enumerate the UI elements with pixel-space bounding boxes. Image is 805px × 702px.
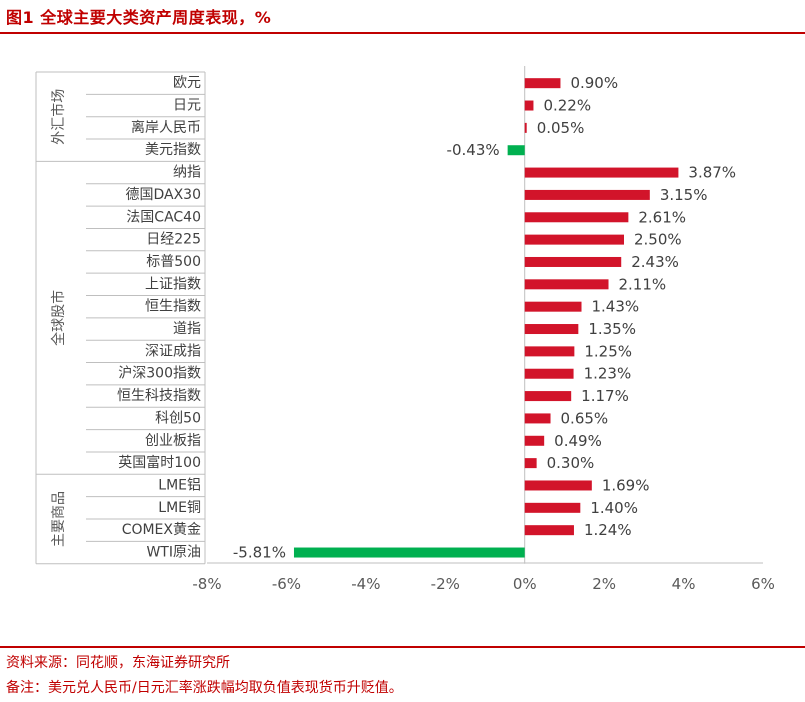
value-label: 1.25% [584, 342, 632, 360]
category-label: 日经225 [146, 232, 201, 248]
group-label: 外汇市场 [50, 89, 67, 145]
value-label: 1.17% [581, 387, 629, 405]
x-tick-label: -6% [272, 575, 301, 593]
x-tick-label: -4% [351, 575, 380, 593]
bar [524, 346, 575, 357]
x-tick-label: 0% [513, 575, 537, 593]
x-tick-label: -2% [431, 575, 460, 593]
value-label: 0.49% [554, 432, 602, 450]
value-label: 0.65% [561, 409, 609, 427]
category-label: 道指 [173, 321, 201, 337]
bar [524, 435, 545, 446]
figure-title: 图1 全球主要大类资产周度表现，% [6, 8, 272, 27]
x-tick-label: 6% [751, 575, 775, 593]
value-label: 3.87% [688, 164, 736, 182]
value-label: 1.23% [584, 365, 632, 383]
value-label: 0.05% [537, 119, 585, 137]
category-label: 纳指 [173, 165, 201, 181]
bar [524, 279, 609, 290]
value-label: -0.43% [447, 141, 500, 159]
category-label: 恒生指数 [145, 299, 201, 315]
bar [524, 413, 551, 424]
category-label: COMEX黄金 [122, 521, 201, 538]
value-label: 2.11% [619, 275, 667, 293]
bar [524, 502, 581, 513]
category-label: 美元指数 [145, 142, 201, 158]
value-label: 1.24% [584, 521, 632, 539]
value-label: 0.30% [547, 454, 595, 472]
category-label: 上证指数 [145, 276, 201, 292]
bar [524, 256, 622, 267]
bar [524, 122, 527, 133]
category-label: 恒生科技指数 [117, 388, 201, 404]
category-label: 深证成指 [145, 343, 201, 359]
x-tick-label: -8% [192, 575, 221, 593]
value-label: 0.90% [570, 74, 618, 92]
value-label: 2.50% [634, 231, 682, 249]
value-label: -5.81% [233, 544, 286, 562]
category-label: 科创50 [155, 410, 201, 426]
category-label: 创业板指 [145, 433, 201, 449]
value-label: 1.43% [592, 298, 640, 316]
source-note: 资料来源：同花顺，东海证券研究所 [6, 655, 230, 671]
bar [524, 212, 629, 223]
bar [524, 458, 537, 469]
x-tick-label: 4% [672, 575, 696, 593]
value-label: 3.15% [660, 186, 708, 204]
value-label: 2.43% [631, 253, 679, 271]
value-label: 1.69% [602, 476, 650, 494]
bar [524, 301, 582, 312]
bar [524, 78, 561, 89]
category-label: WTI原油 [146, 545, 201, 561]
category-label: LME铜 [158, 500, 201, 516]
bar [524, 234, 624, 245]
category-label: 日元 [173, 98, 201, 114]
bar [524, 368, 574, 379]
category-label: 德国DAX30 [125, 187, 201, 203]
category-label: LME铝 [158, 477, 201, 493]
value-label: 0.22% [543, 97, 591, 115]
footer-rule [0, 646, 805, 648]
remark-note: 备注：美元兑人民币/日元汇率涨跌幅均取负值表现货币升贬值。 [6, 680, 403, 696]
category-label: 英国富时100 [118, 454, 201, 471]
category-label: 欧元 [173, 75, 201, 91]
bar [524, 189, 650, 200]
bar [524, 391, 572, 402]
x-tick-label: 2% [592, 575, 616, 593]
category-label: 法国CAC40 [126, 209, 201, 225]
bar [524, 480, 592, 491]
value-label: 1.35% [588, 320, 636, 338]
category-label: 沪深300指数 [118, 366, 201, 382]
bar [524, 324, 579, 335]
value-label: 1.40% [590, 499, 638, 517]
group-label: 全球股市 [50, 290, 67, 346]
bar [524, 100, 534, 111]
category-label: 离岸人民币 [131, 119, 201, 136]
group-label: 主要商品 [51, 491, 67, 547]
value-label: 2.61% [638, 208, 686, 226]
bar [524, 167, 679, 178]
category-label: 标普500 [146, 254, 201, 270]
bar [507, 145, 525, 156]
title-rule [0, 32, 805, 34]
bar [524, 525, 574, 536]
bar [293, 547, 525, 558]
